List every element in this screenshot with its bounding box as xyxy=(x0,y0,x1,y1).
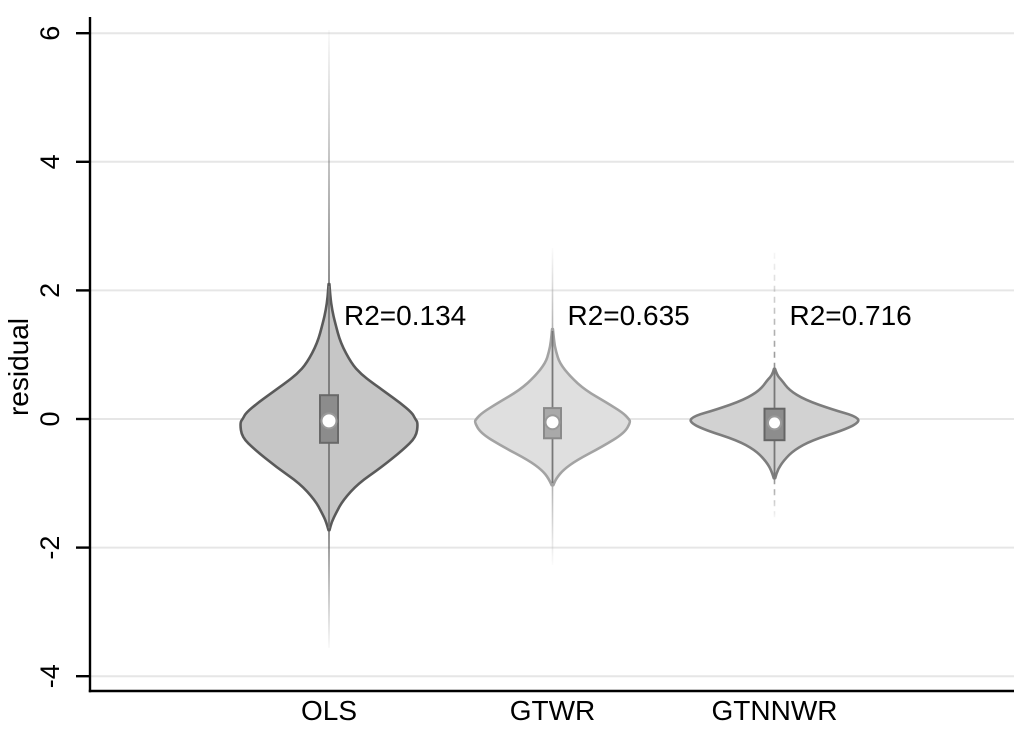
median-marker xyxy=(320,412,338,430)
axes-layer xyxy=(88,17,1014,693)
y-axis-title: residual xyxy=(3,318,34,416)
median-marker xyxy=(544,414,561,431)
category-label: GTWR xyxy=(510,695,596,726)
r-squared-annotation: R2=0.716 xyxy=(790,300,912,331)
violin-gtwr xyxy=(473,248,632,565)
y-tick-label: 6 xyxy=(35,26,65,41)
ticks-layer xyxy=(76,32,90,678)
y-tick-label: 4 xyxy=(35,154,65,169)
category-label: GTNNWR xyxy=(712,695,838,726)
violins-layer xyxy=(239,30,860,648)
r-squared-annotation: R2=0.134 xyxy=(344,300,466,331)
y-tick-label: -4 xyxy=(35,664,65,688)
y-tick-label: -2 xyxy=(35,536,65,560)
violin-ols xyxy=(239,30,419,648)
y-tick-label: 2 xyxy=(35,283,65,298)
category-label: OLS xyxy=(301,695,357,726)
y-tick-label: 0 xyxy=(35,411,65,426)
labels-layer: residual 6 4 2 0 -2 -4 OLS R2=0.134 GTWR R2=0.635… xyxy=(3,26,912,726)
violin-gtnnwr xyxy=(689,248,860,519)
median-marker xyxy=(767,415,782,431)
r-squared-annotation: R2=0.635 xyxy=(568,300,690,331)
